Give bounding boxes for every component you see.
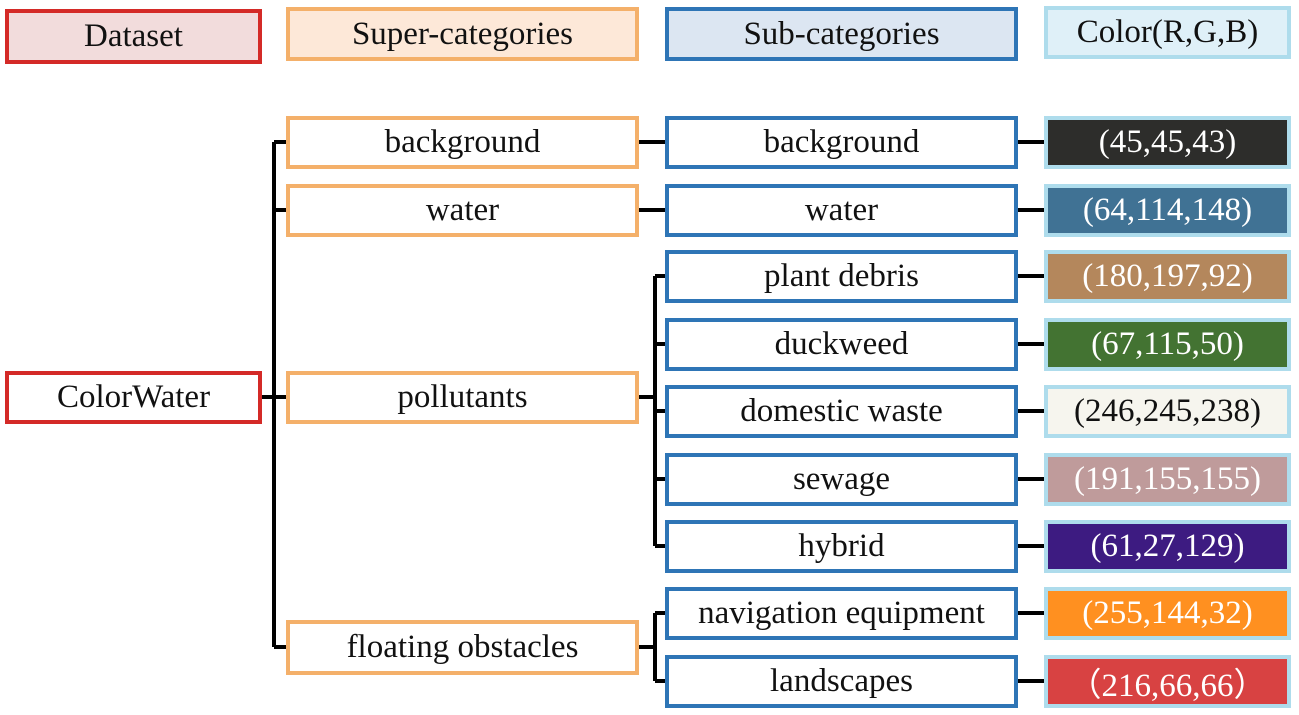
super-category-node: floating obstacles <box>286 620 639 675</box>
header-dataset: Dataset <box>5 9 262 64</box>
sub-category-node: plant debris <box>665 250 1018 303</box>
color-swatch: (180,197,92) <box>1044 250 1291 303</box>
color-swatch: (45,45,43) <box>1044 116 1291 169</box>
color-swatch: (67,115,50) <box>1044 318 1291 371</box>
super-category-node: background <box>286 116 639 169</box>
color-swatch: (61,27,129) <box>1044 520 1291 573</box>
sub-category-node: duckweed <box>665 318 1018 371</box>
super-category-node: water <box>286 184 639 237</box>
color-swatch: (255,144,32) <box>1044 587 1291 640</box>
color-swatch: （216,66,66） <box>1044 655 1291 708</box>
super-category-node: pollutants <box>286 371 639 424</box>
sub-category-node: background <box>665 116 1018 169</box>
sub-category-node: hybrid <box>665 520 1018 573</box>
header-sub-categories: Sub-categories <box>665 7 1018 61</box>
sub-category-node: domestic waste <box>665 385 1018 438</box>
dataset-node: ColorWater <box>5 371 262 424</box>
sub-category-node: landscapes <box>665 655 1018 708</box>
sub-category-node: sewage <box>665 453 1018 506</box>
color-swatch: (246,245,238) <box>1044 385 1291 438</box>
color-swatch: (191,155,155) <box>1044 453 1291 506</box>
sub-category-node: navigation equipment <box>665 587 1018 640</box>
color-swatch: (64,114,148) <box>1044 184 1291 237</box>
sub-category-node: water <box>665 184 1018 237</box>
header-color: Color(R,G,B) <box>1044 6 1291 59</box>
header-super-categories: Super-categories <box>286 7 639 61</box>
